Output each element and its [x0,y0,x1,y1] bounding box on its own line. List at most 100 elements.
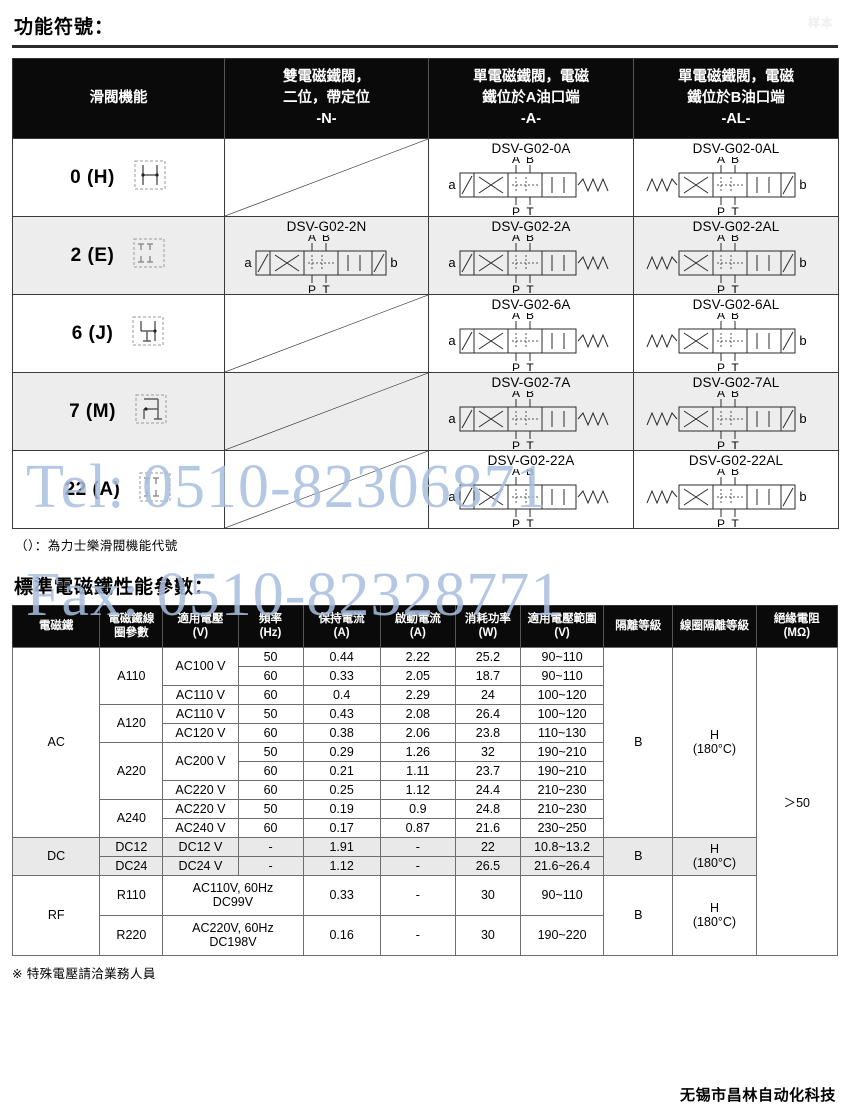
svg-text:A: A [307,235,315,244]
starting-current-cell: 1.11 [379,760,456,781]
svg-text:P: P [717,439,725,449]
svg-text:B: B [526,235,534,244]
frequency-cell: - [237,855,304,876]
solenoid-table-row: 60 0.33 2.05 18.7 90~110 [13,665,838,686]
power-consumption-cell: 23.7 [454,760,521,781]
voltage-range-cell: 190~220 [519,914,605,956]
power-consumption-cell: 21.6 [454,817,521,838]
header-single-solenoid-a: 單電磁鐵閥，電磁 鐵位於A油口端 -A- [428,58,634,139]
holding-current-cell: 1.91 [302,836,381,857]
valve-model-code: DSV-G02-7AL [692,374,780,390]
voltage-range-cell: 21.6~26.4 [519,855,605,876]
svg-text:a: a [448,177,456,192]
voltage-range-cell: 90~110 [519,874,605,916]
valve-model-code: DSV-G02-7A [491,374,571,390]
power-consumption-cell: 22 [454,836,521,857]
function-table-header-row: 滑閥機能 雙電磁鐵閥， 二位，帶定位 -N- 單電磁鐵閥，電磁 鐵位於A油口端 … [12,58,839,139]
heading-divider [12,45,838,48]
applicable-voltage-cell: AC220 V [162,779,239,800]
center-position-icon [132,237,166,274]
applicable-voltage-cell: AC110 V [162,684,239,705]
function-symbol-table: 滑閥機能 雙電磁鐵閥， 二位，帶定位 -N- 單電磁鐵閥，電磁 鐵位於A油口端 … [12,58,839,530]
starting-current-cell: 2.08 [379,703,456,724]
power-consumption-cell: 24.4 [454,779,521,800]
starting-current-cell: 0.9 [379,798,456,819]
svg-text:T: T [526,439,534,449]
solenoid-header-0: 電磁鐵 [12,605,101,648]
coil-parameter-cell: A220 [99,741,164,800]
svg-text:B: B [731,313,739,322]
dual-solenoid-n-cell [224,372,429,452]
function-symbol-heading: 功能符號： [14,17,115,38]
solenoid-header-5: 啟動電流 (A) [380,605,456,648]
svg-text:A: A [717,313,725,322]
holding-current-cell: 0.29 [302,741,381,762]
frequency-cell: 60 [237,779,304,800]
center-position-icon [133,159,167,196]
function-cell: 7 (M) [12,372,225,452]
valve-model-code: DSV-G02-22AL [688,452,784,468]
holding-current-cell: 0.4 [302,684,381,705]
solenoid-table-row: DC24 DC24 V -1.12-26.5 21.6~26.4 [13,855,838,876]
svg-text:B: B [526,313,534,322]
power-consumption-cell: 24.8 [454,798,521,819]
power-consumption-cell: 30 [454,874,521,916]
starting-current-cell: 0.87 [379,817,456,838]
svg-text:T: T [526,517,534,527]
coil-parameter-cell: DC12 [99,836,164,857]
svg-text:T: T [731,205,739,215]
svg-text:a: a [448,333,456,348]
applicable-voltage-cell: DC24 V [162,855,239,876]
holding-current-cell: 1.12 [302,855,381,876]
svg-text:P: P [717,517,725,527]
starting-current-cell: 1.12 [379,779,456,800]
solenoid-table-row: AC A110 AC100 V 50 0.44 2.22 25.2 90~110 B H (180°… [11,646,839,956]
empty-diagonal-slash [225,139,428,216]
isolation-class-cell: B [603,646,674,838]
center-position-icon [131,315,165,352]
svg-text:b: b [799,255,806,270]
svg-text:A: A [512,469,520,478]
solenoid-header-10: 絕緣電阻 (MΩ) [756,605,838,648]
voltage-range-cell: 110~130 [519,722,605,743]
power-consumption-cell: 26.5 [454,855,521,876]
svg-text:A: A [512,391,520,400]
starting-current-cell: - [379,874,456,916]
function-code-label: 7 (M) [69,400,116,422]
svg-text:T: T [731,439,739,449]
starting-current-cell: 2.05 [379,665,456,686]
power-consumption-cell: 30 [454,914,521,956]
svg-text:B: B [526,391,534,400]
svg-text:T: T [526,283,534,293]
frequency-cell: 60 [237,760,304,781]
svg-text:a: a [448,411,456,426]
dual-solenoid-n-cell [224,450,429,530]
solenoid-table-row: DC DC12 DC12 V -1.91-22 10.8~13.2 B H (180°C) [11,836,838,876]
power-consumption-cell: 23.8 [454,722,521,743]
solenoid-type-cell: DC [11,836,101,876]
svg-text:B: B [321,235,329,244]
svg-text:P: P [717,205,725,215]
coil-parameter-cell: DC24 [99,855,164,876]
function-cell: 6 (J) [12,294,225,374]
solenoid-header-7: 適用電壓範圍 (V) [520,605,605,648]
voltage-range-cell: 100~120 [519,684,605,705]
svg-text:T: T [731,283,739,293]
holding-current-cell: 0.21 [302,760,381,781]
svg-text:T: T [526,205,534,215]
empty-diagonal-slash [225,295,428,372]
solenoid-header-2: 適用電壓 (V) [162,605,239,648]
solenoid-table-row: AC240 V 60 0.17 0.87 21.6 230~250 [13,817,838,838]
